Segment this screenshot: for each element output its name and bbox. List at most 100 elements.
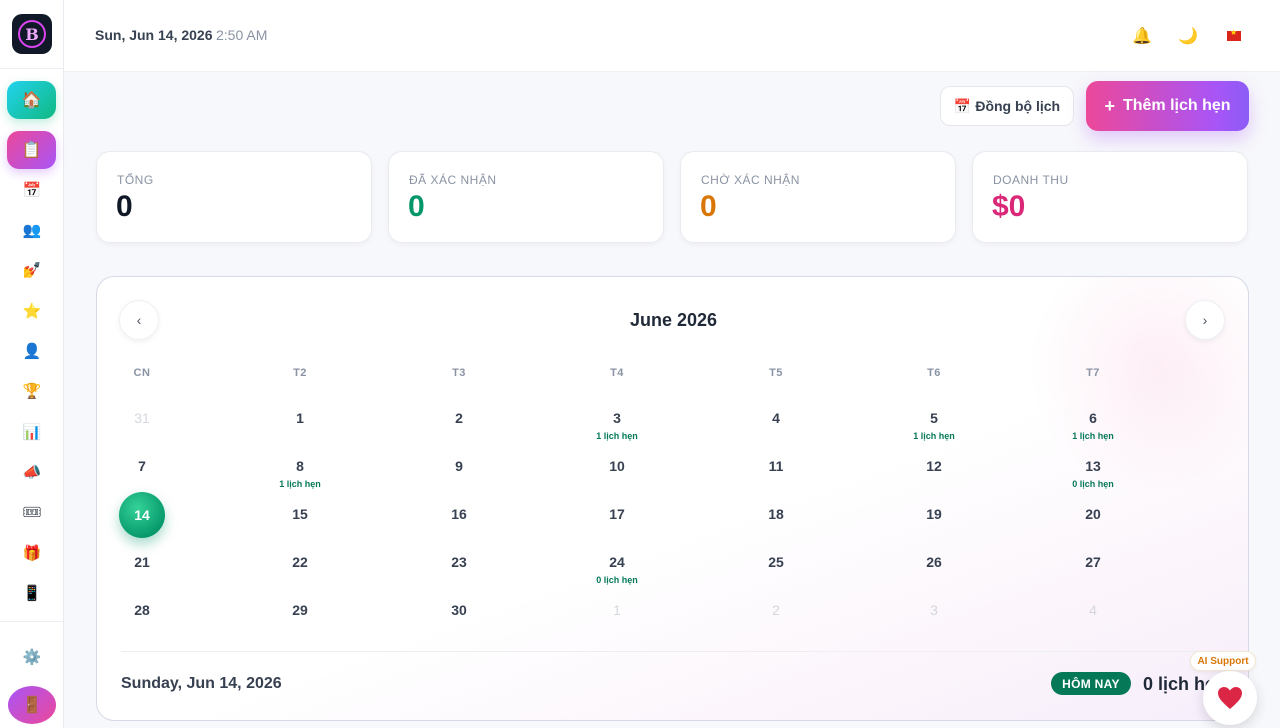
calendar-day[interactable]: 27 — [1053, 553, 1133, 597]
calendar-day[interactable]: 18 — [736, 505, 816, 549]
day-appointment-count: 1 lịch hẹn — [596, 431, 638, 441]
users-icon: 👥 — [22, 222, 42, 239]
day-number: 26 — [926, 554, 942, 570]
gift-icon: 🎁 — [22, 545, 42, 562]
next-month-button[interactable]: › — [1185, 300, 1225, 340]
language-selector[interactable] — [1222, 24, 1246, 48]
day-number: 19 — [926, 506, 942, 522]
calendar-day[interactable]: 1 — [577, 601, 657, 645]
calendar-day[interactable]: 29 — [260, 601, 340, 645]
ticket-icon: 🎟 — [22, 504, 42, 521]
sidebar-item-reviews[interactable]: ⭐ — [16, 297, 48, 325]
calendar-day[interactable]: 15 — [260, 505, 340, 549]
day-number: 25 — [768, 554, 784, 570]
current-date: Sun, Jun 14, 2026 — [95, 27, 213, 43]
stat-value: 0 — [408, 190, 425, 223]
sync-calendar-button[interactable]: 📅 Đồng bộ lịch — [940, 86, 1074, 126]
sidebar-item-customers[interactable]: 👥 — [16, 216, 48, 244]
sidebar-item-tickets[interactable]: 🎟 — [16, 498, 48, 526]
sidebar-item-gifts[interactable]: 🎁 — [16, 539, 48, 567]
sidebar-item-rewards[interactable]: 🏆 — [16, 377, 48, 405]
sidebar-item-reports[interactable]: 📊 — [16, 418, 48, 446]
day-number: 5 — [930, 410, 938, 426]
calendar-day[interactable]: 12 — [894, 457, 974, 501]
day-number: 9 — [455, 458, 463, 474]
ai-support-button[interactable] — [1203, 671, 1257, 725]
day-number: 17 — [609, 506, 625, 522]
calendar-day[interactable]: 3 — [894, 601, 974, 645]
day-number: 11 — [768, 458, 784, 474]
calendar-day-today[interactable]: 14 — [119, 492, 165, 538]
calendar-day[interactable]: 10 — [577, 457, 657, 501]
user-icon: 👤 — [22, 343, 42, 360]
sidebar-item-staff[interactable]: 👤 — [16, 337, 48, 365]
calendar-divider — [121, 651, 1224, 652]
calendar-day[interactable]: 24 0 lịch hẹn — [577, 553, 657, 597]
clipboard-icon: 📋 — [21, 142, 42, 159]
day-number: 27 — [1085, 554, 1101, 570]
calendar-day[interactable]: 11 — [736, 457, 816, 501]
calendar-day[interactable]: 22 — [260, 553, 340, 597]
sidebar-item-calendar[interactable]: 📅 — [16, 176, 48, 204]
sidebar-item-home[interactable]: 🏠 — [7, 81, 56, 119]
day-number: 2 — [772, 602, 780, 618]
gear-icon: ⚙️ — [22, 649, 42, 666]
sidebar-item-settings[interactable]: ⚙️ — [16, 643, 48, 671]
calendar-day[interactable]: 23 — [419, 553, 499, 597]
chevron-right-icon: › — [1202, 312, 1208, 328]
calendar-day[interactable]: 28 — [102, 601, 182, 645]
ai-support-label: AI Support — [1190, 651, 1256, 671]
stat-value: $0 — [992, 190, 1026, 223]
calendar-day[interactable]: 13 0 lịch hẹn — [1053, 457, 1133, 501]
calendar-day[interactable]: 6 1 lịch hẹn — [1053, 409, 1133, 453]
calendar-day[interactable]: 5 1 lịch hẹn — [894, 409, 974, 453]
door-icon: 🚪 — [22, 697, 42, 714]
vietnam-flag-icon — [1227, 28, 1241, 41]
calendar-day[interactable]: 1 — [260, 409, 340, 453]
notifications-button[interactable]: 🔔 — [1130, 24, 1154, 48]
dark-mode-toggle[interactable]: 🌙 — [1176, 24, 1200, 48]
stat-value: 0 — [700, 190, 717, 223]
calendar-day[interactable]: 19 — [894, 505, 974, 549]
calendar-day[interactable]: 3 1 lịch hẹn — [577, 409, 657, 453]
calendar-day[interactable]: 17 — [577, 505, 657, 549]
sidebar-item-services[interactable]: 💅 — [16, 256, 48, 284]
day-number: 18 — [768, 506, 784, 522]
add-appointment-button[interactable]: + Thêm lịch hẹn — [1086, 81, 1249, 131]
calendar-day[interactable]: 26 — [894, 553, 974, 597]
plus-icon: + — [1104, 95, 1115, 116]
weekday-header: T6 — [927, 367, 941, 379]
day-number: 4 — [1089, 602, 1097, 618]
sidebar-item-mobile[interactable]: 📱 — [16, 579, 48, 607]
calendar-day[interactable]: 31 — [102, 409, 182, 453]
calendar-day[interactable]: 4 — [736, 409, 816, 453]
sidebar-item-marketing[interactable]: 📣 — [16, 458, 48, 486]
home-icon: 🏠 — [21, 92, 42, 109]
mobile-phone-icon: 📱 — [22, 585, 42, 602]
weekday-header: T4 — [610, 367, 624, 379]
calendar-day[interactable]: 25 — [736, 553, 816, 597]
calendar-day[interactable]: 2 — [736, 601, 816, 645]
day-number: 1 — [613, 602, 621, 618]
calendar-icon: 📅 — [953, 97, 972, 114]
calendar-day[interactable]: 20 — [1053, 505, 1133, 549]
logout-button[interactable]: 🚪 — [8, 686, 56, 724]
calendar-day[interactable]: 4 — [1053, 601, 1133, 645]
stat-card-total: Tổng 0 — [96, 151, 372, 243]
weekday-header: T3 — [452, 367, 466, 379]
calendar-day[interactable]: 7 — [102, 457, 182, 501]
current-time: 2:50 AM — [216, 27, 268, 43]
calendar-day[interactable]: 21 — [102, 553, 182, 597]
calendar-day[interactable]: 16 — [419, 505, 499, 549]
trophy-icon: 🏆 — [22, 383, 42, 400]
calendar-day[interactable]: 9 — [419, 457, 499, 501]
moon-icon: 🌙 — [1178, 28, 1198, 45]
calendar-day[interactable]: 8 1 lịch hẹn — [260, 457, 340, 501]
stat-value: 0 — [116, 190, 133, 223]
app-logo[interactable]: B — [12, 14, 52, 54]
calendar-day[interactable]: 2 — [419, 409, 499, 453]
day-appointment-count: 0 lịch hẹn — [596, 575, 638, 585]
sidebar-item-appointments[interactable]: 📋 — [7, 131, 56, 169]
calendar-day[interactable]: 30 — [419, 601, 499, 645]
prev-month-button[interactable]: ‹ — [119, 300, 159, 340]
